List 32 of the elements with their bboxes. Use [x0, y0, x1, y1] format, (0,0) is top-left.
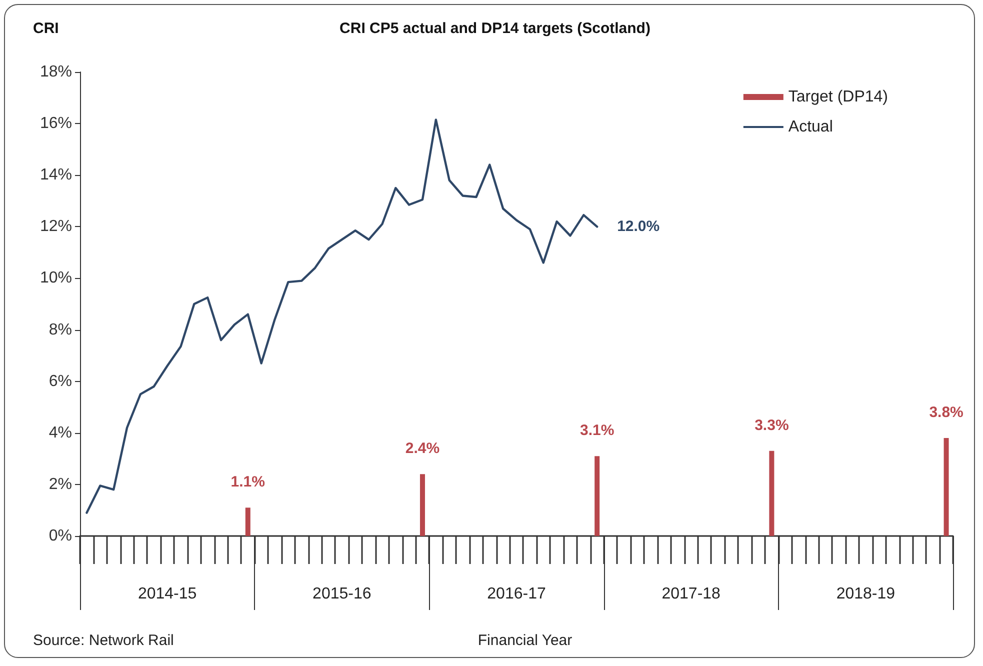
bar — [245, 508, 250, 536]
x-tick-label: 2015-16 — [312, 586, 372, 602]
bar — [769, 450, 774, 536]
bar — [420, 474, 425, 536]
legend-label: Target (DP14) — [788, 88, 888, 106]
bar — [944, 438, 949, 536]
data-label: 1.1% — [230, 474, 265, 491]
y-tick-label: 10% — [40, 270, 72, 287]
y-tick-label: 14% — [40, 166, 72, 184]
x-tick-label: 2018-19 — [836, 586, 896, 602]
data-label: 3.8% — [929, 404, 964, 422]
y-tick-label: 6% — [48, 372, 72, 390]
y-tick-label: 18% — [40, 64, 72, 80]
x-tick-label: 2017-18 — [662, 586, 721, 602]
y-tick-label: 4% — [48, 424, 72, 442]
source-note: Source: Network Rail — [33, 632, 174, 649]
y-tick-label: 2% — [48, 476, 72, 493]
data-label: 2.4% — [405, 440, 440, 458]
data-label: 12.0% — [617, 218, 660, 236]
x-tick-label: 2016-17 — [487, 586, 546, 602]
legend-label: Actual — [788, 118, 833, 136]
y-tick-label: 8% — [48, 321, 72, 338]
x-tick-label: 2014-15 — [138, 586, 197, 602]
y-tick-label: 16% — [40, 115, 72, 132]
x-axis-title: Financial Year — [478, 632, 572, 649]
y-tick-label: 0% — [48, 528, 72, 544]
data-label: 3.3% — [754, 416, 789, 434]
bar — [594, 456, 600, 536]
chart-title: CRI CP5 actual and DP14 targets (Scotland) — [340, 20, 650, 37]
y-tick-label: 12% — [40, 218, 72, 236]
data-label: 3.1% — [580, 422, 614, 440]
y-axis-title: CRI — [33, 20, 59, 37]
